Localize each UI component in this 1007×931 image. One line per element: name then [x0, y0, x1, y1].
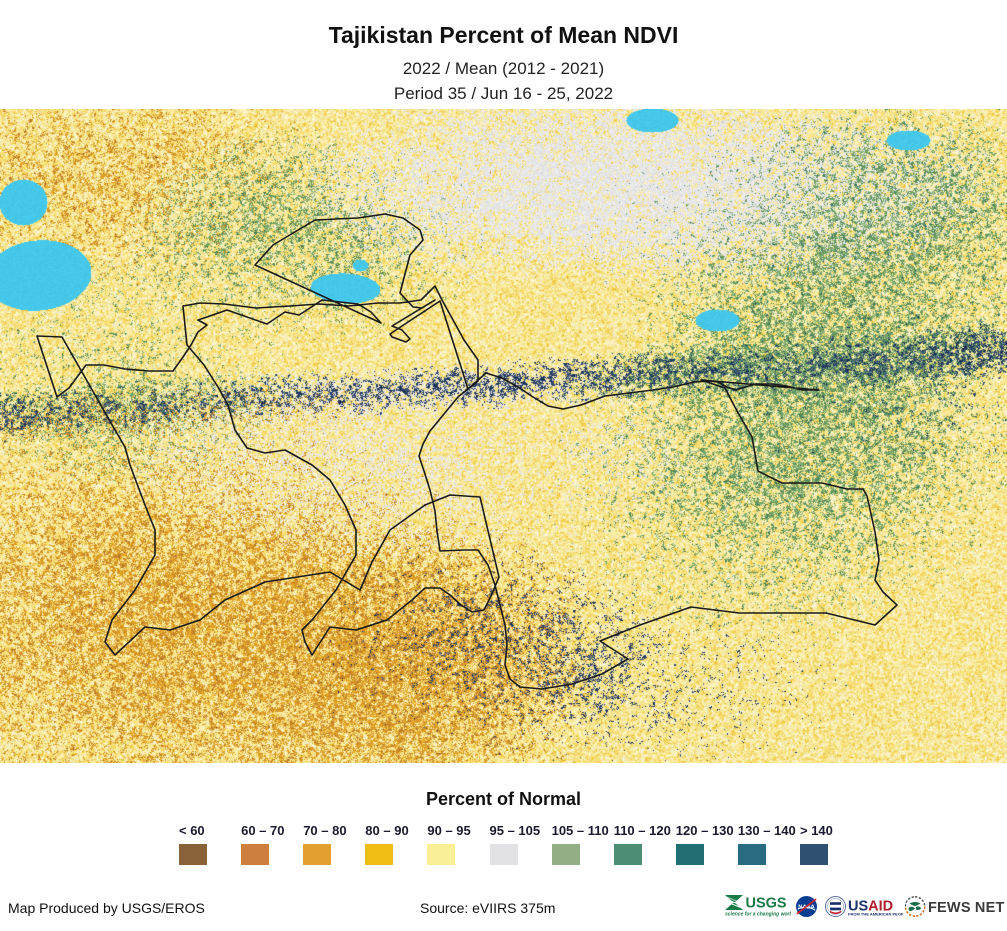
svg-text:science for a changing world: science for a changing world: [725, 912, 791, 918]
svg-text:USGS: USGS: [746, 896, 787, 912]
svg-text:FEWS NET: FEWS NET: [928, 900, 1005, 916]
svg-text:FROM THE AMERICAN PEOPLE: FROM THE AMERICAN PEOPLE: [848, 912, 903, 917]
